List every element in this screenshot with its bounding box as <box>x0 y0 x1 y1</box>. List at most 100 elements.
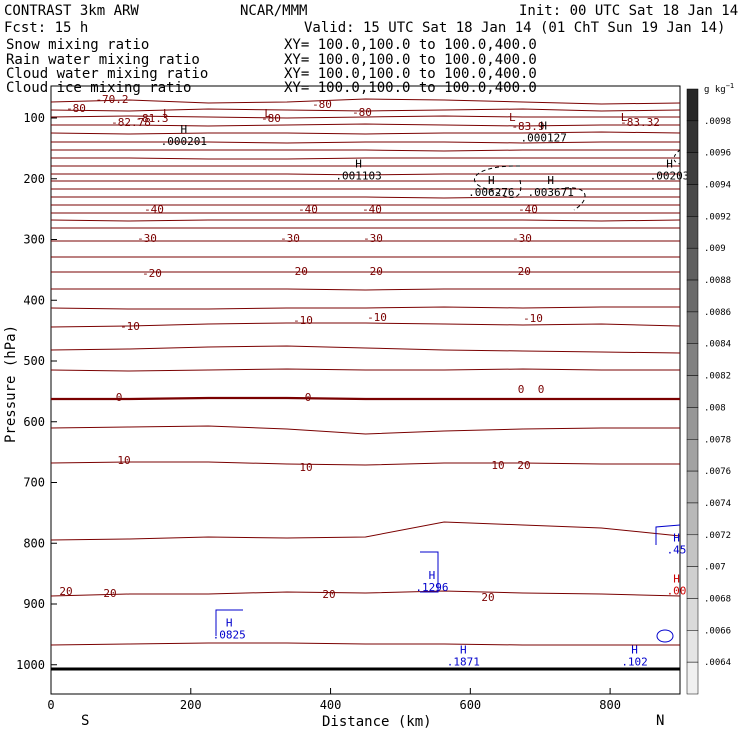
isotherm-line <box>51 149 680 152</box>
colorbar-label: .0096 <box>704 149 731 159</box>
colorbar-bin <box>686 216 699 249</box>
colorbar-label: .0098 <box>704 117 731 127</box>
high-marker: H <box>226 616 233 629</box>
colorbar-label: .007 <box>704 563 726 573</box>
high-marker: H <box>355 158 362 171</box>
cloud-water-outline <box>420 551 439 593</box>
isotherm-label: -83.9 <box>511 120 544 133</box>
legend-snow-xy: XY= 100.0,100.0 to 100.0,400.0 <box>284 37 537 53</box>
high-marker: H <box>673 573 680 586</box>
isotherm-label: -40 <box>298 203 318 216</box>
legend-rain-label: Rain water mixing ratio <box>6 52 200 68</box>
isotherm-label: -10 <box>367 311 387 324</box>
colorbar-label: .0064 <box>704 658 731 668</box>
colorbar: g kg−1 .0098 .0096 .0094 .0092 .009 .0088 .008… <box>686 82 734 695</box>
colorbar-label: .008 <box>704 403 726 413</box>
isotherm-label: -20 <box>288 265 308 278</box>
legend-rain-xy: XY= 100.0,100.0 to 100.0,400.0 <box>284 52 537 68</box>
high-marker: H <box>180 123 187 136</box>
y-tick-label: 800 <box>23 536 45 550</box>
chart-title: CONTRAST 3km ARW <box>4 3 139 19</box>
colorbar-label: .0072 <box>704 531 731 541</box>
colorbar-label: .0086 <box>704 308 731 318</box>
isotherm-label: 20 <box>59 585 72 598</box>
colorbar-bin <box>686 311 699 344</box>
low-marker: L <box>264 107 271 120</box>
cloud-ice-outline <box>673 149 681 165</box>
isotherm-label: -81.3 <box>135 112 168 125</box>
colorbar-bin <box>686 88 699 122</box>
high-value-label: .102 <box>621 656 648 669</box>
plot-frame <box>50 85 681 695</box>
isotherm-label: 0 <box>538 383 545 396</box>
colorbar-units: g kg−1 <box>704 82 734 95</box>
x-tick-label: 600 <box>459 698 481 712</box>
colorbar-label: .0074 <box>704 499 731 509</box>
high-marker: H <box>460 644 467 657</box>
isotherm-label: 0 <box>116 391 123 404</box>
colorbar-label: .0078 <box>704 435 731 445</box>
isotherm-line <box>50 108 681 112</box>
model-center: NCAR/MMM <box>240 3 307 19</box>
temperature-contours <box>50 98 681 646</box>
isotherm-line <box>51 396 680 401</box>
isotherm-line <box>51 123 680 127</box>
high-value-label: .003671 <box>528 186 574 199</box>
colorbar-bin <box>686 247 699 281</box>
colorbar-bin <box>686 534 699 567</box>
colorbar-label: .0092 <box>704 212 731 222</box>
legend-snow-label: Snow mixing ratio <box>6 37 149 53</box>
isotherm-line <box>50 425 680 435</box>
isotherm-label: -10 <box>523 312 543 325</box>
isotherm-line <box>51 141 680 144</box>
isotherm-label: 20 <box>517 459 530 472</box>
x-tick-label: 0 <box>47 698 54 712</box>
colorbar-bin <box>686 184 699 217</box>
isotherm-label: -80 <box>352 106 372 119</box>
isotherm-line <box>50 642 680 646</box>
x-tick-label: 400 <box>320 698 342 712</box>
low-marker: L <box>509 111 516 124</box>
colorbar-bin <box>686 375 699 408</box>
isotherm-line <box>50 590 681 597</box>
isotherm-label: -83.32 <box>620 116 660 129</box>
colorbar-label: .0068 <box>704 594 731 604</box>
high-value-label: .006276 <box>468 186 514 199</box>
y-tick-label: 700 <box>23 476 45 490</box>
cloud-ice-outline <box>474 165 522 198</box>
high-marker: H <box>631 644 638 657</box>
isotherm-line <box>51 157 680 160</box>
isotherm-label: -40 <box>362 203 382 216</box>
isotherm-label: -40 <box>518 203 538 216</box>
contour-labels: -70.2 -80 -82.78-81.3 -80 -80 -80 -83.9 -83.32 -… <box>59 93 660 604</box>
isotherm-label: 10 <box>491 459 504 472</box>
isotherm-label: -82.78 <box>111 116 151 129</box>
y-tick-label: 100 <box>23 111 45 125</box>
colorbar-label: .0094 <box>704 181 731 191</box>
north-label: N <box>656 713 664 729</box>
isotherm-line <box>50 521 681 541</box>
isotherm-line <box>50 368 680 372</box>
isotherm-label: -80 <box>261 112 281 125</box>
low-marker: L <box>163 107 170 120</box>
colorbar-bin <box>686 566 699 599</box>
colorbar-bin <box>686 502 699 536</box>
isotherm-line <box>51 196 680 199</box>
colorbar-label: .009 <box>704 244 726 254</box>
high-value-label: .1871 <box>447 656 480 669</box>
isotherm-line <box>50 115 680 119</box>
isotherm-line <box>51 288 680 291</box>
high-marker: H <box>488 174 495 187</box>
y-tick-label: 900 <box>23 597 45 611</box>
high-marker: H <box>547 174 554 187</box>
colorbar-bin <box>686 630 699 663</box>
isotherm-line <box>50 219 681 222</box>
isotherm-label: -10 <box>293 314 313 327</box>
high-marker: H <box>429 569 436 582</box>
isotherm-line <box>50 461 680 466</box>
high-value-label: .45 <box>667 543 687 556</box>
legend-cloudwater-xy: XY= 100.0,100.0 to 100.0,400.0 <box>284 66 537 82</box>
cloud-water-outline <box>215 609 243 636</box>
isotherm-label: -70.2 <box>95 93 128 106</box>
